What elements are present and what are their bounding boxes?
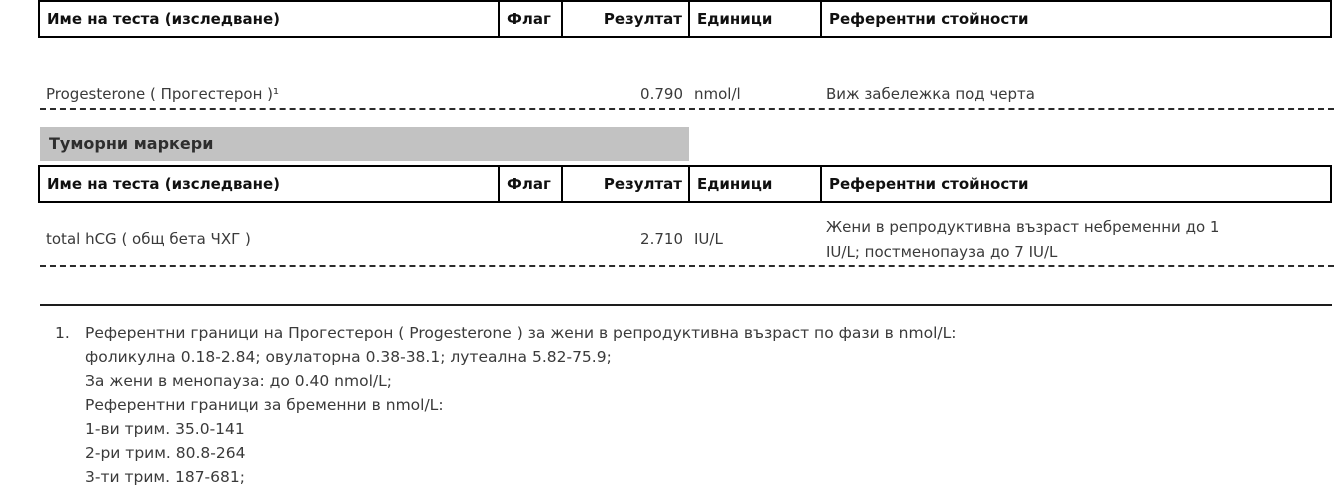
row-divider-dashed xyxy=(40,265,1334,267)
footnote-marker: 1. xyxy=(55,324,70,342)
results-table-header-tumor: Име на теста (изследване) Флаг Резултат … xyxy=(38,165,1332,203)
reference-line: Жени в репродуктивна възраст небременни … xyxy=(826,218,1220,236)
footnote-line: 2-ри трим. 80.8-264 xyxy=(85,444,246,462)
column-header-result: Резултат xyxy=(561,2,688,36)
footnote-line: 3-ти трим. 187-681; xyxy=(85,468,245,486)
column-header-flag: Флаг xyxy=(498,167,561,201)
column-header-test-name: Име на теста (изследване) xyxy=(47,10,280,28)
footnote-line: фоликулна 0.18-2.84; овулаторна 0.38-38.… xyxy=(85,348,612,366)
row-divider-dashed xyxy=(40,108,1334,110)
test-name: total hCG ( общ бета ЧХГ ) xyxy=(46,230,251,248)
result-row-total-hcg: total hCG ( общ бета ЧХГ ) 2.710 IU/L Же… xyxy=(0,214,1334,264)
footnote-line: Референтни граници на Прогестерон ( Prog… xyxy=(85,324,957,342)
column-header-flag: Флаг xyxy=(498,2,561,36)
footnote-text: Референтни граници на Прогестерон ( Prog… xyxy=(85,321,1325,489)
test-name: Progesterone ( Прогестерон )¹ xyxy=(46,85,280,103)
section-title: Туморни маркери xyxy=(49,134,214,153)
reference-value: Жени в репродуктивна възраст небременни … xyxy=(826,215,1332,265)
result-units: IU/L xyxy=(694,230,723,248)
column-header-units: Единици xyxy=(688,167,820,201)
reference-line: Виж забележка под черта xyxy=(826,85,1035,103)
footnote-line: 1-ви трим. 35.0-141 xyxy=(85,420,245,438)
column-header-reference: Референтни стойности xyxy=(820,167,1330,201)
footnote-separator-rule xyxy=(40,304,1332,306)
column-header-result: Резултат xyxy=(561,167,688,201)
result-units: nmol/l xyxy=(694,85,741,103)
reference-value: Виж забележка под черта xyxy=(826,82,1332,106)
footnote-line: Референтни граници за бременни в nmol/L: xyxy=(85,396,444,414)
results-table-header-hormonal: Име на теста (изследване) Флаг Резултат … xyxy=(38,0,1332,38)
column-header-reference: Референтни стойности xyxy=(820,2,1330,36)
result-value: 0.790 xyxy=(640,85,683,103)
column-header-test-name: Име на теста (изследване) xyxy=(47,175,280,193)
section-header-tumor-markers: Туморни маркери xyxy=(40,127,689,161)
footnote-line: За жени в менопауза: до 0.40 nmol/L; xyxy=(85,372,392,390)
column-header-units: Единици xyxy=(688,2,820,36)
reference-line: IU/L; постменопауза до 7 IU/L xyxy=(826,243,1058,261)
result-value: 2.710 xyxy=(640,230,683,248)
